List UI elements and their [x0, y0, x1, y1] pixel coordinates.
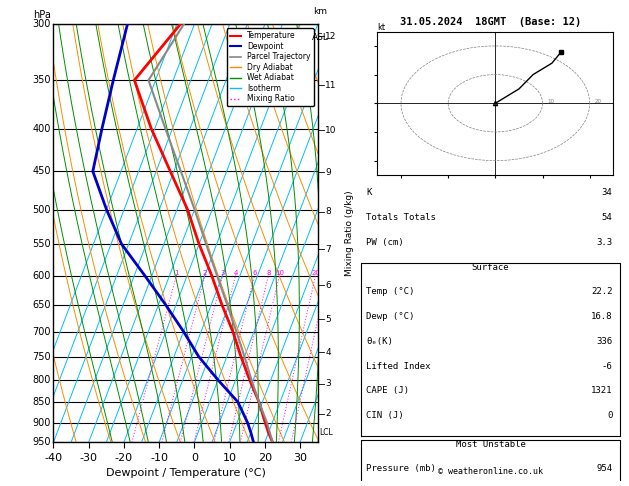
Text: 8: 8: [266, 270, 270, 276]
Text: CAPE (J): CAPE (J): [366, 386, 409, 395]
Legend: Temperature, Dewpoint, Parcel Trajectory, Dry Adiabat, Wet Adiabat, Isotherm, Mi: Temperature, Dewpoint, Parcel Trajectory…: [226, 28, 314, 106]
Text: K: K: [366, 188, 372, 197]
Text: 2: 2: [325, 409, 331, 418]
Text: 54: 54: [601, 213, 612, 222]
Text: 10: 10: [275, 270, 284, 276]
Text: 800: 800: [33, 375, 51, 385]
Text: 34: 34: [601, 188, 612, 197]
Text: 5: 5: [325, 315, 331, 324]
Text: 9: 9: [325, 168, 331, 176]
Text: PW (cm): PW (cm): [366, 238, 404, 247]
Text: 6: 6: [325, 281, 331, 290]
Text: 8: 8: [325, 207, 331, 216]
Text: 300: 300: [33, 19, 51, 29]
Text: 3.3: 3.3: [596, 238, 612, 247]
Text: 750: 750: [32, 351, 51, 362]
Text: 4: 4: [233, 270, 238, 276]
Text: Most Unstable: Most Unstable: [455, 440, 526, 449]
Text: © weatheronline.co.uk: © weatheronline.co.uk: [438, 468, 543, 476]
Text: 6: 6: [252, 270, 257, 276]
Text: 2: 2: [203, 270, 207, 276]
Text: km: km: [313, 7, 327, 16]
Text: Mixing Ratio (g/kg): Mixing Ratio (g/kg): [345, 191, 353, 276]
Text: Surface: Surface: [472, 262, 509, 272]
Text: 550: 550: [32, 239, 51, 249]
Text: kt: kt: [377, 22, 386, 32]
Text: 954: 954: [596, 465, 612, 473]
Text: hPa: hPa: [33, 10, 51, 20]
Text: 20: 20: [311, 270, 320, 276]
Text: 3: 3: [325, 379, 331, 388]
Text: LCL: LCL: [319, 428, 333, 437]
Text: 3: 3: [220, 270, 225, 276]
Text: CIN (J): CIN (J): [366, 411, 404, 420]
Text: 700: 700: [32, 327, 51, 336]
Text: 500: 500: [32, 205, 51, 214]
Text: Totals Totals: Totals Totals: [366, 213, 436, 222]
Text: 7: 7: [325, 245, 331, 254]
Text: 336: 336: [596, 337, 612, 346]
Text: 400: 400: [33, 123, 51, 134]
Text: Temp (°C): Temp (°C): [366, 287, 415, 296]
Text: 650: 650: [32, 300, 51, 310]
Text: 12: 12: [325, 32, 337, 41]
Text: 20: 20: [594, 99, 601, 104]
Text: 4: 4: [325, 347, 331, 357]
Text: 22.2: 22.2: [591, 287, 612, 296]
Text: θₑ(K): θₑ(K): [366, 337, 393, 346]
Text: 11: 11: [325, 81, 337, 90]
Text: 450: 450: [32, 166, 51, 176]
Text: Pressure (mb): Pressure (mb): [366, 465, 436, 473]
Text: 1321: 1321: [591, 386, 612, 395]
Text: 350: 350: [32, 75, 51, 85]
Text: ASL: ASL: [312, 33, 328, 42]
Text: 950: 950: [32, 437, 51, 447]
Text: 10: 10: [325, 126, 337, 135]
Text: 10: 10: [547, 99, 554, 104]
Text: 31.05.2024  18GMT  (Base: 12): 31.05.2024 18GMT (Base: 12): [400, 17, 581, 27]
Text: 850: 850: [32, 397, 51, 407]
Text: Dewp (°C): Dewp (°C): [366, 312, 415, 321]
X-axis label: Dewpoint / Temperature (°C): Dewpoint / Temperature (°C): [106, 468, 265, 478]
Text: 16.8: 16.8: [591, 312, 612, 321]
Text: 900: 900: [33, 417, 51, 428]
Text: Lifted Index: Lifted Index: [366, 362, 431, 371]
Text: 600: 600: [33, 271, 51, 280]
Text: 0: 0: [607, 411, 612, 420]
Text: -6: -6: [601, 362, 612, 371]
Text: 1: 1: [174, 270, 179, 276]
